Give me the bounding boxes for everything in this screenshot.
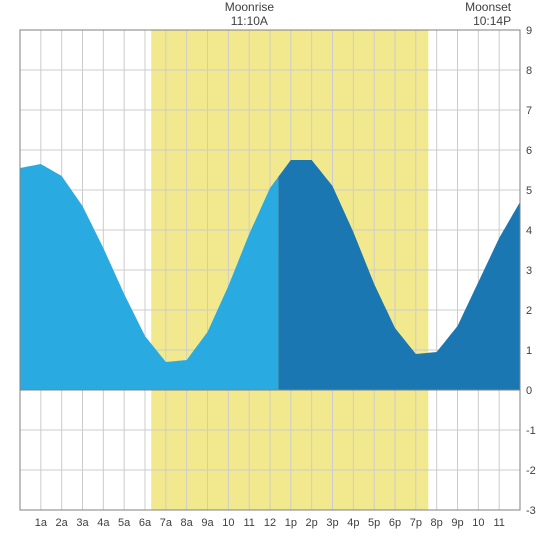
x-tick: 9p <box>451 517 463 529</box>
tide-moon-chart: Moonrise 11:10A Moonset 10:14P -3-2-1012… <box>0 0 550 550</box>
y-tick: -3 <box>526 505 536 517</box>
x-tick: 6a <box>139 517 152 529</box>
y-tick: 7 <box>526 105 532 117</box>
y-tick: -1 <box>526 425 536 437</box>
y-tick: 8 <box>526 65 532 77</box>
x-tick: 3a <box>76 517 89 529</box>
y-tick: 5 <box>526 185 532 197</box>
moonset-label: Moonset 10:14P <box>465 0 511 29</box>
moonset-title: Moonset <box>465 0 511 14</box>
x-tick: 8p <box>431 517 443 529</box>
x-tick: 4a <box>97 517 110 529</box>
y-tick: -2 <box>526 465 536 477</box>
moonrise-time: 11:10A <box>231 14 268 28</box>
moonrise-label: Moonrise 11:10A <box>225 0 274 29</box>
x-tick: 5a <box>118 517 131 529</box>
x-tick: 3p <box>326 517 338 529</box>
x-tick: 11 <box>493 517 504 529</box>
y-tick: 2 <box>526 305 532 317</box>
x-tick: 2a <box>56 517 69 529</box>
x-tick: 1a <box>35 517 48 529</box>
x-tick: 8a <box>181 517 194 529</box>
x-tick: 12 <box>264 517 276 529</box>
moonset-time: 10:14P <box>473 14 511 28</box>
y-tick: 3 <box>526 265 532 277</box>
x-tick: 9a <box>201 517 214 529</box>
x-tick: 4p <box>347 517 359 529</box>
x-tick: 11 <box>243 517 254 529</box>
y-tick: 4 <box>526 225 532 237</box>
x-tick: 2p <box>306 517 318 529</box>
y-tick: 1 <box>526 345 532 357</box>
x-tick: 5p <box>368 517 380 529</box>
x-tick: 10 <box>472 517 484 529</box>
y-tick: 0 <box>526 385 532 397</box>
x-tick: 10 <box>222 517 234 529</box>
y-tick: 6 <box>526 145 532 157</box>
x-tick: 7a <box>160 517 173 529</box>
x-tick: 7p <box>410 517 422 529</box>
x-tick: 6p <box>389 517 401 529</box>
x-tick: 1p <box>285 517 297 529</box>
moonrise-title: Moonrise <box>225 0 274 14</box>
y-tick: 9 <box>526 25 532 37</box>
chart-svg: -3-2-101234567891a2a3a4a5a6a7a8a9a101112… <box>0 0 550 550</box>
